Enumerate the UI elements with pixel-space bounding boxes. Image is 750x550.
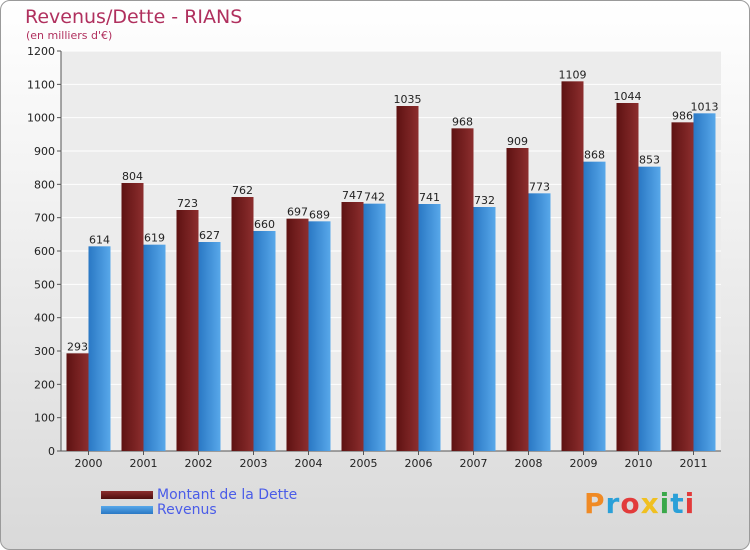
x-tick-label-2008: 2008 bbox=[515, 457, 543, 470]
legend-item-revenus: Revenus bbox=[101, 501, 297, 518]
value-label-revenus-2010: 853 bbox=[639, 154, 660, 167]
x-tick-label-2006: 2006 bbox=[405, 457, 433, 470]
logo-letter: t bbox=[670, 487, 685, 520]
bar-dette-2002 bbox=[176, 210, 199, 451]
bar-revenus-2002 bbox=[198, 242, 221, 451]
bar-revenus-2010 bbox=[638, 166, 661, 451]
value-label-revenus-2003: 660 bbox=[254, 218, 275, 231]
chart-title: Revenus/Dette - RIANS bbox=[25, 6, 243, 28]
y-tick-label: 1000 bbox=[27, 112, 55, 125]
x-tick-label-2002: 2002 bbox=[185, 457, 213, 470]
value-label-dette-2005: 747 bbox=[342, 189, 363, 202]
x-tick-label-2000: 2000 bbox=[75, 457, 103, 470]
bar-dette-2004 bbox=[286, 218, 309, 451]
y-tick-label: 1100 bbox=[27, 78, 55, 91]
value-label-dette-2007: 968 bbox=[452, 115, 473, 128]
bar-dette-2001 bbox=[121, 183, 144, 451]
value-label-revenus-2006: 741 bbox=[419, 191, 440, 204]
x-tick-label-2001: 2001 bbox=[130, 457, 158, 470]
bar-revenus-2008 bbox=[528, 193, 551, 452]
y-tick-label: 1200 bbox=[27, 45, 55, 58]
y-tick-label: 0 bbox=[48, 445, 55, 458]
bar-revenus-2007 bbox=[473, 207, 496, 451]
logo-letter: r bbox=[605, 487, 621, 520]
y-tick-label: 700 bbox=[34, 212, 55, 225]
logo-letter: i bbox=[684, 487, 696, 520]
value-label-revenus-2004: 689 bbox=[309, 208, 330, 221]
y-tick-label: 400 bbox=[34, 312, 55, 325]
value-label-revenus-2001: 619 bbox=[144, 232, 165, 245]
bar-revenus-2009 bbox=[583, 161, 606, 451]
bar-dette-2008 bbox=[506, 148, 529, 451]
legend-label-revenus: Revenus bbox=[157, 501, 217, 518]
bar-dette-2009 bbox=[561, 81, 584, 451]
value-label-dette-2006: 1035 bbox=[394, 93, 422, 106]
bar-dette-2011 bbox=[671, 122, 694, 451]
value-label-dette-2008: 909 bbox=[507, 135, 528, 148]
y-tick-label: 500 bbox=[34, 278, 55, 291]
x-tick-label-2005: 2005 bbox=[350, 457, 378, 470]
bar-dette-2005 bbox=[341, 202, 364, 451]
x-tick-label-2004: 2004 bbox=[295, 457, 323, 470]
legend-label-dette: Montant de la Dette bbox=[157, 486, 298, 503]
value-label-revenus-2009: 868 bbox=[584, 149, 605, 162]
bar-revenus-2003 bbox=[253, 231, 276, 451]
value-label-revenus-2011: 1013 bbox=[691, 100, 719, 113]
legend-swatch-revenus bbox=[101, 505, 153, 514]
proxiti-logo: Proxiti bbox=[584, 487, 695, 520]
value-label-dette-2002: 723 bbox=[177, 197, 198, 210]
bar-dette-2006 bbox=[396, 106, 419, 451]
value-label-dette-2009: 1109 bbox=[559, 68, 587, 81]
value-label-dette-2004: 697 bbox=[287, 206, 308, 219]
logo-letter: i bbox=[659, 487, 671, 520]
x-tick-label-2003: 2003 bbox=[240, 457, 268, 470]
bar-revenus-2011 bbox=[693, 113, 716, 451]
bar-revenus-2005 bbox=[363, 203, 386, 451]
value-label-revenus-2002: 627 bbox=[199, 229, 220, 242]
x-tick-label-2010: 2010 bbox=[625, 457, 653, 470]
logo-letter: P bbox=[584, 487, 606, 520]
value-label-dette-2001: 804 bbox=[122, 170, 143, 183]
bar-revenus-2004 bbox=[308, 221, 331, 451]
legend: Montant de la Dette Revenus bbox=[101, 486, 298, 518]
bar-dette-2007 bbox=[451, 128, 474, 451]
legend-item-dette: Montant de la Dette bbox=[101, 486, 298, 503]
bar-revenus-2000 bbox=[88, 246, 111, 451]
y-tick-label: 600 bbox=[34, 245, 55, 258]
value-label-revenus-2005: 742 bbox=[364, 191, 385, 204]
x-tick-label-2007: 2007 bbox=[460, 457, 488, 470]
y-tick-label: 900 bbox=[34, 145, 55, 158]
value-label-dette-2010: 1044 bbox=[614, 90, 642, 103]
legend-swatch-dette bbox=[101, 490, 153, 499]
x-tick-label-2009: 2009 bbox=[570, 457, 598, 470]
value-label-dette-2011: 986 bbox=[672, 109, 693, 122]
bar-dette-2000 bbox=[66, 353, 89, 451]
value-label-dette-2003: 762 bbox=[232, 184, 253, 197]
value-label-revenus-2000: 614 bbox=[89, 233, 110, 246]
y-tick-label: 800 bbox=[34, 178, 55, 191]
x-tick-label-2011: 2011 bbox=[680, 457, 708, 470]
bar-revenus-2006 bbox=[418, 204, 441, 451]
y-tick-label: 200 bbox=[34, 378, 55, 391]
chart-subtitle: (en milliers d'€) bbox=[26, 29, 113, 42]
logo-letter: o bbox=[620, 487, 641, 520]
y-tick-label: 300 bbox=[34, 345, 55, 358]
bar-dette-2003 bbox=[231, 197, 254, 451]
value-label-dette-2000: 293 bbox=[67, 340, 88, 353]
logo-letter: x bbox=[640, 487, 660, 520]
value-label-revenus-2008: 773 bbox=[529, 180, 550, 193]
bar-dette-2010 bbox=[616, 103, 639, 451]
y-tick-label: 100 bbox=[34, 412, 55, 425]
value-label-revenus-2007: 732 bbox=[474, 194, 495, 207]
bar-revenus-2001 bbox=[143, 244, 166, 451]
